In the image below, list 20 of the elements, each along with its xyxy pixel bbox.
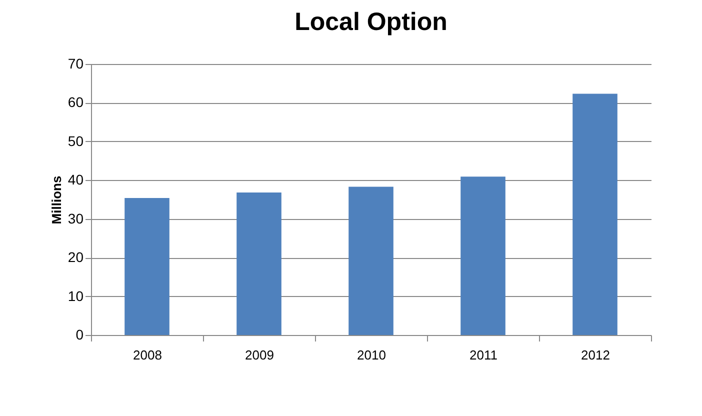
x-tick-label: 2008 [133, 348, 162, 362]
y-tick-label: 10 [68, 288, 84, 304]
x-tick-label: 2012 [581, 348, 610, 362]
bar [236, 192, 282, 335]
y-axis-title: Millions [48, 176, 64, 224]
bar [124, 198, 170, 335]
y-tick-label: 0 [76, 326, 84, 342]
bar [572, 94, 618, 335]
y-tick-label: 30 [68, 210, 84, 226]
chart-title: Local Option [294, 8, 448, 36]
x-tick-label: 2010 [357, 348, 386, 362]
y-tick-label: 20 [68, 249, 84, 266]
y-tick-label: 60 [68, 94, 84, 110]
x-tick-label: 2011 [470, 348, 498, 362]
bar [348, 186, 394, 335]
y-tick-label: 40 [68, 172, 84, 188]
y-tick-label: 50 [68, 132, 84, 149]
x-tick-label: 2009 [245, 348, 274, 362]
bar [460, 176, 506, 335]
y-tick-label: 70 [68, 56, 84, 72]
